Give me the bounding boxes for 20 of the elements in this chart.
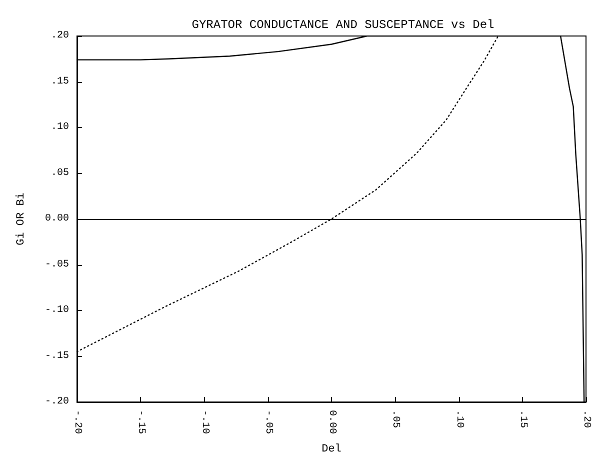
- y-axis-title: Gi OR Bi: [16, 192, 28, 246]
- x-tick-label: .20: [580, 410, 592, 428]
- x-tick-label: -.05: [262, 410, 274, 434]
- x-axis-title: Del: [322, 444, 342, 456]
- x-tick-label: -.15: [135, 410, 146, 434]
- y-tick-label: -.15: [44, 350, 69, 362]
- y-tick-label: 0.00: [44, 214, 69, 224]
- y-tick-label: .10: [50, 122, 69, 133]
- y-tick-label: -.10: [44, 305, 69, 316]
- x-tick-label: .05: [390, 410, 401, 428]
- y-tick-label: .15: [50, 76, 69, 88]
- x-tick-label: .10: [453, 410, 464, 428]
- chart-title: GYRATOR CONDUCTANCE AND SUSCEPTANCE vs Del: [192, 18, 494, 32]
- y-tick-label: .20: [50, 30, 69, 42]
- x-tick-label: 0.00: [326, 410, 337, 434]
- x-tick-label: .15: [516, 410, 528, 428]
- y-tick-label: .05: [50, 168, 69, 179]
- y-tick-label: -.20: [44, 396, 69, 408]
- y-tick-label: -.05: [44, 259, 69, 270]
- x-tick-label: -.10: [198, 410, 210, 434]
